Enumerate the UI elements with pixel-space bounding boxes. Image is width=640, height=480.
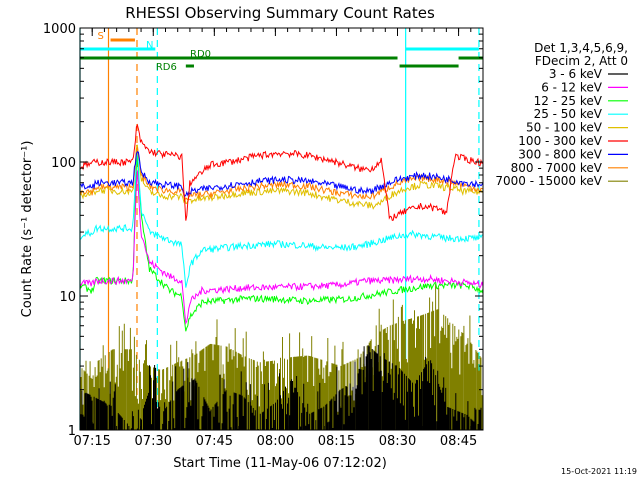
legend-label: 300 - 800 keV: [518, 147, 602, 161]
legend-header: FDecim 2, Att 0: [535, 54, 628, 68]
x-tick-label: 08:15: [318, 434, 355, 449]
series-line-12-25: [79, 155, 484, 332]
footer-date: 15-Oct-2021 11:19: [561, 467, 637, 476]
series-line-50-100: [79, 144, 484, 210]
series-line-300-800: [79, 151, 484, 198]
y-tick-label: 1: [68, 424, 76, 439]
legend-header: Det 1,3,4,5,6,9,: [534, 41, 628, 55]
flag-label: RD6: [156, 62, 177, 73]
series-layer: [79, 123, 484, 430]
y-tick-label: 10: [59, 290, 76, 305]
x-tick-label: 07:30: [135, 434, 172, 449]
legend-label: 12 - 25 keV: [534, 94, 603, 108]
legend-label: 25 - 50 keV: [534, 107, 603, 121]
chart-title: RHESSI Observing Summary Count Rates: [125, 4, 435, 22]
x-tick-label: 08:30: [379, 434, 416, 449]
legend: Det 1,3,4,5,6,9,FDecim 2, Att 03 - 6 keV…: [495, 41, 628, 188]
legend-label: 100 - 300 keV: [518, 134, 602, 148]
y-tick-label: 100: [51, 156, 76, 171]
series-line-100-300: [79, 123, 484, 222]
legend-label: 7000 - 15000 keV: [495, 174, 602, 188]
series-line-6-12: [79, 170, 484, 325]
y-axis-label: Count Rate (s⁻¹ detector⁻¹): [20, 141, 35, 318]
flag-label: RD0: [190, 49, 211, 60]
y-tick-label: 1000: [43, 22, 76, 37]
x-tick-label: 07:45: [196, 434, 233, 449]
series-line-25-50: [79, 148, 484, 288]
legend-label: 50 - 100 keV: [526, 121, 603, 135]
plot-frame: [79, 27, 484, 431]
x-tick-label: 07:15: [73, 434, 110, 449]
x-tick-label: 08:45: [440, 434, 477, 449]
axis-layer: 07:15 07:30 07:45 08:00 08:15 08:30 08:45 1 10 10…: [43, 22, 484, 449]
x-tick-label: 08:00: [257, 434, 294, 449]
flag-label: S: [98, 31, 104, 42]
x-axis-label: Start Time (11-May-06 07:12:02): [173, 456, 387, 471]
legend-label: 6 - 12 keV: [541, 80, 603, 94]
flag-label: N: [146, 40, 153, 51]
legend-label: 3 - 6 keV: [549, 67, 603, 81]
legend-label: 800 - 7000 keV: [511, 161, 603, 175]
